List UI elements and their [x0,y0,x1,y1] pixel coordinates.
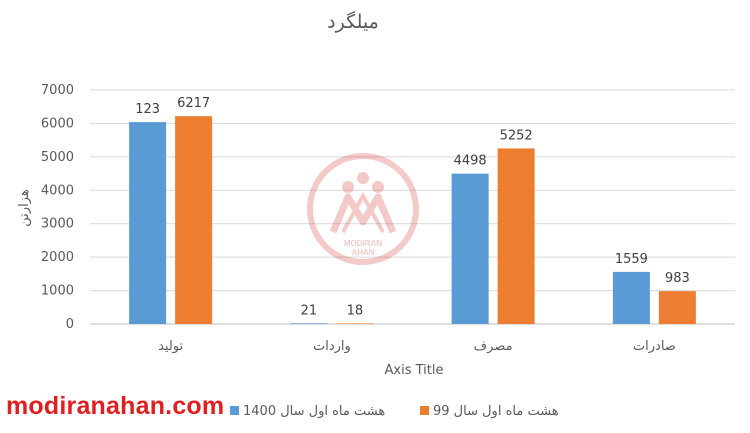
data-label: 18 [347,303,364,318]
y-tick-label: 6000 [41,116,74,131]
data-label: 123 [135,102,160,117]
chart-title: میلگرد [327,10,379,33]
data-labels: 123 6217 21 18 4498 5252 1559 983 [135,96,690,318]
legend-swatch [230,406,239,415]
legend-swatch [420,406,429,415]
bar [612,271,650,324]
watermark-logo-text-2: AHAN [351,248,374,257]
bar [497,148,535,324]
data-label: 21 [301,303,318,318]
y-tick-label: 1000 [41,284,74,299]
data-label: 4498 [454,154,487,169]
watermark-site-text: modiranahan.com [6,392,225,420]
x-tick-label: مصرف [474,339,513,354]
y-axis-title: هزارتن [17,189,32,227]
watermark-logo: MODIRAN AHAN [307,153,419,265]
bar [175,116,213,325]
x-tick-label: تولید [158,339,183,354]
data-label: 6217 [177,96,210,111]
x-tick-label: واردات [313,339,351,354]
bar [451,173,489,324]
data-label: 1559 [615,252,648,267]
legend-label: هشت ماه اول سال 1400 [243,404,385,419]
y-tick-label: 7000 [41,83,74,98]
bar [129,122,167,324]
legend: هشت ماه اول سال 99 هشت ماه اول سال 1400 [230,404,559,419]
x-axis-title: Axis Title [385,363,444,378]
y-tick-label: 3000 [41,217,74,232]
bar [336,323,374,324]
data-label: 983 [665,271,690,286]
y-tick-label: 0 [66,317,74,332]
bars [129,116,696,325]
bar [290,323,328,324]
data-label: 5252 [500,128,533,143]
y-tick-label: 4000 [41,183,74,198]
y-tick-label: 5000 [41,150,74,165]
axes: 0 1000 2000 3000 4000 5000 6000 7000 تولید واردات… [41,83,735,354]
y-tick-label: 2000 [41,250,74,265]
bar [658,291,696,324]
legend-label: هشت ماه اول سال 99 [433,404,559,419]
x-tick-label: صادرات [633,339,676,354]
watermark-logo-text-1: MODIRAN [344,239,382,248]
